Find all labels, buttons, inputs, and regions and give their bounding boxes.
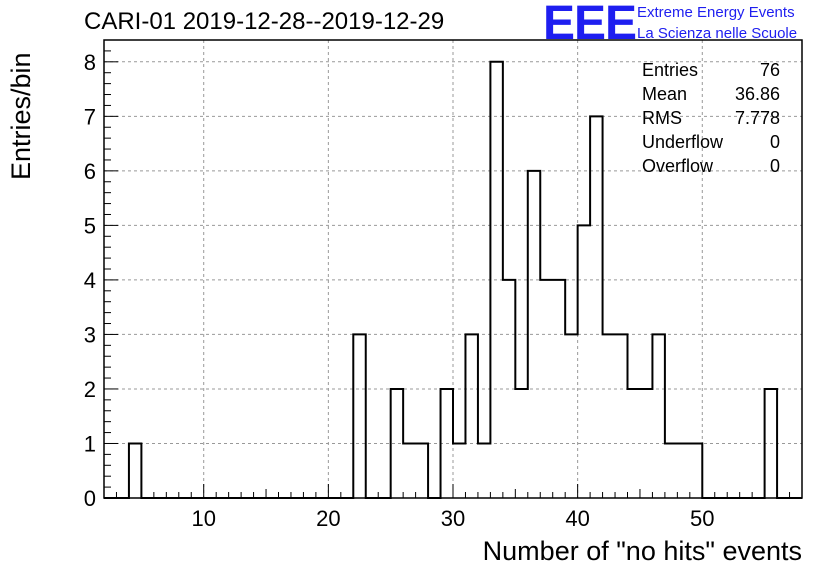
y-tick-label: 4 <box>84 268 96 293</box>
histogram-bin <box>603 334 615 498</box>
stat-row-overflow: Overflow 0 <box>642 154 780 178</box>
histogram-bin <box>465 334 477 498</box>
histogram-bin <box>528 171 540 498</box>
logo-line-1: Extreme Energy Events <box>637 4 795 21</box>
y-tick-label: 6 <box>84 159 96 184</box>
y-tick-label: 8 <box>84 50 96 75</box>
x-tick-label: 40 <box>565 506 589 531</box>
stat-label: Mean <box>642 84 688 104</box>
histogram-bin <box>615 334 627 498</box>
histogram-bin <box>765 389 777 498</box>
logo-line-2: La Scienza nelle Scuole <box>637 25 798 42</box>
histogram-bin <box>503 280 515 498</box>
histogram-bin <box>652 334 664 498</box>
x-axis-label: Number of "no hits" events <box>482 536 802 566</box>
y-tick-label: 3 <box>84 322 96 347</box>
y-tick-label: 1 <box>84 431 96 456</box>
histogram-bin <box>403 443 415 498</box>
y-axis-label: Entries/bin <box>6 52 36 180</box>
histogram-bin <box>515 389 527 498</box>
eee-logo: EEE Extreme Energy Events La Scienza nel… <box>543 0 833 50</box>
stat-label: Entries <box>642 60 699 80</box>
x-tick-label: 30 <box>441 506 465 531</box>
histogram-bin <box>565 334 577 498</box>
stat-row-entries: Entries 76 <box>642 58 780 82</box>
stat-row-mean: Mean 36.86 <box>642 82 780 106</box>
histogram-bin <box>665 443 677 498</box>
histogram-bin <box>490 62 502 498</box>
stat-label: Underflow <box>642 132 724 152</box>
chart-title: CARI-01 2019-12-28--2019-12-29 <box>84 8 445 35</box>
x-tick-label: 10 <box>191 506 215 531</box>
y-tick-label: 0 <box>84 486 96 511</box>
histogram-bin <box>690 443 702 498</box>
tick-labels: 10 20 30 40 50 0 1 2 3 4 5 6 7 8 <box>84 50 715 531</box>
stat-label: RMS <box>642 108 682 128</box>
stat-label: Overflow <box>642 156 714 176</box>
histogram-bin <box>391 389 403 498</box>
stat-value: 0 <box>769 132 780 152</box>
x-tick-label: 20 <box>316 506 340 531</box>
histogram-bin <box>640 389 652 498</box>
histogram-bin <box>553 280 565 498</box>
axis-ticks <box>103 39 803 499</box>
stat-value: 36.86 <box>734 84 780 104</box>
stat-value: 76 <box>759 60 780 80</box>
x-tick-label: 50 <box>690 506 714 531</box>
stat-value: 7.778 <box>734 108 780 128</box>
histogram-bin <box>478 443 490 498</box>
histogram-bin <box>628 389 640 498</box>
stats-box: Entries 76 Mean 36.86 RMS 7.778 Underflo… <box>642 58 780 178</box>
histogram-bin <box>416 443 428 498</box>
histogram-bin <box>353 334 365 498</box>
y-tick-label: 2 <box>84 377 96 402</box>
y-tick-label: 7 <box>84 104 96 129</box>
histogram-bin <box>677 443 689 498</box>
y-tick-label: 5 <box>84 213 96 238</box>
histogram-bin <box>441 389 453 498</box>
histogram-bin <box>453 443 465 498</box>
logo-letters: EEE <box>543 0 637 50</box>
stat-row-underflow: Underflow 0 <box>642 130 780 154</box>
histogram-bin <box>590 116 602 498</box>
stat-value: 0 <box>769 156 780 176</box>
histogram-bin <box>129 443 141 498</box>
histogram-bin <box>578 225 590 498</box>
stat-row-rms: RMS 7.778 <box>642 106 780 130</box>
histogram-bin <box>540 280 552 498</box>
